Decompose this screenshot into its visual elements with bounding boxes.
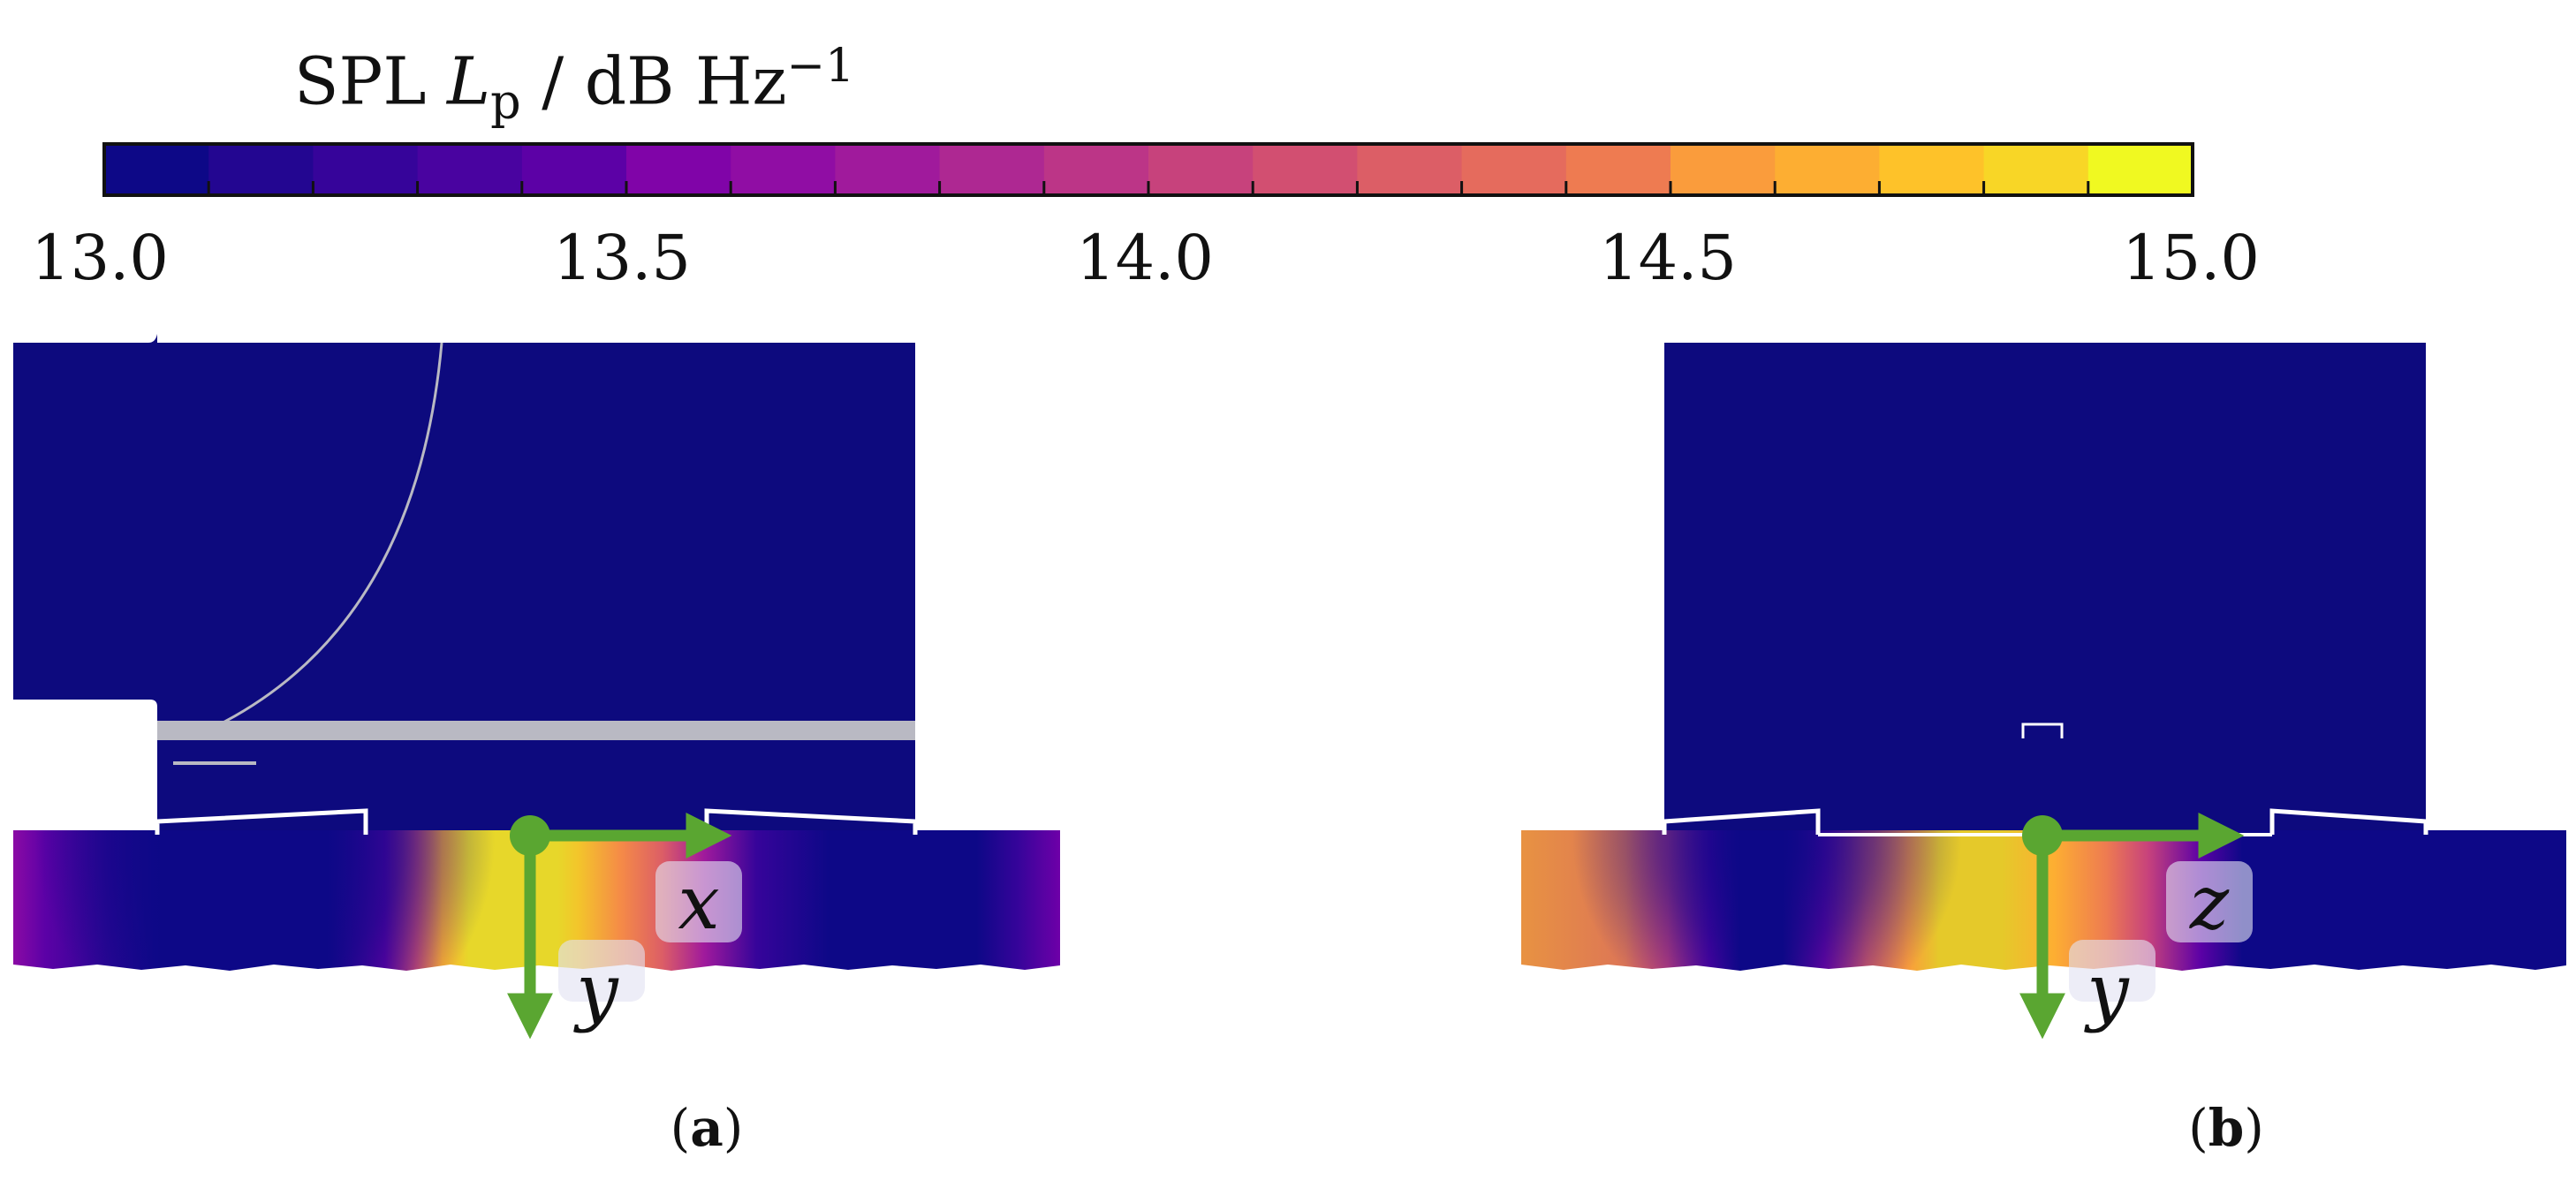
panel-b-caption: (b) (2188, 1098, 2264, 1158)
panel-a-axis-origin (510, 815, 550, 856)
panel-b-z-label-badge (2166, 861, 2253, 942)
colorbar-swatch (104, 144, 209, 195)
colorbar-swatch (1671, 144, 1776, 195)
colorbar-swatch (2087, 144, 2193, 195)
panel-a-x-label-badge (655, 861, 742, 942)
colorbar-swatch (208, 144, 314, 195)
panel-a (13, 334, 1060, 1040)
panel-b-probe-marker (2021, 723, 2064, 738)
colorbar-swatch (835, 144, 941, 195)
panel-a-probe-arc (201, 342, 443, 735)
panel-b-wall-left (1662, 808, 1821, 835)
colorbar-title-quantity: SPL (293, 43, 427, 120)
panel-b-axis-origin (2022, 815, 2063, 856)
colorbar-swatch (417, 144, 523, 195)
colorbar-swatch (313, 144, 419, 195)
colorbar-swatch (1357, 144, 1463, 195)
colorbar-tick-label: 14.5 (1599, 222, 1737, 294)
colorbar-swatch (1461, 144, 1567, 195)
panel-b-y-label: y (2087, 948, 2129, 1034)
panel-a-caption-letter: a (690, 1098, 724, 1158)
colorbar-swatch (731, 144, 836, 195)
panel-b-z-label: z (2189, 859, 2230, 946)
colorbar-title-exponent: −1 (786, 40, 855, 93)
colorbar-title-unit: / dB Hz (542, 43, 787, 120)
colorbar-swatch (1983, 144, 2089, 195)
colorbar-tick-label: 14.0 (1076, 222, 1214, 294)
panel-a-wall-left (155, 808, 368, 835)
colorbar-title: SPL Lp / dB Hz−1 (0, 26, 1148, 141)
colorbar-tick-label: 13.0 (31, 222, 169, 294)
colorbar-swatch (1043, 144, 1149, 195)
colorbar-swatch (626, 144, 731, 195)
panel-b-upper-domain (1664, 343, 2426, 830)
colorbar-swatch (1775, 144, 1880, 195)
panel-a-y-label: y (576, 948, 618, 1034)
colorbar-swatch (1565, 144, 1671, 195)
panel-b-wall-right (2269, 808, 2428, 835)
colorbar-swatch (1148, 144, 1254, 195)
panel-a-probe-bar (157, 721, 915, 740)
colorbar-title-subscript: p (490, 73, 521, 130)
colorbar-tick-label: 15.0 (2122, 222, 2260, 294)
panel-a-x-label: x (678, 859, 720, 946)
panel-b-y-label-badge (2069, 940, 2156, 1002)
colorbar (102, 142, 2194, 197)
panel-a-caption: (a) (670, 1098, 744, 1158)
colorbar-title-symbol: L (447, 43, 491, 120)
panel-a-upper-domain (13, 334, 915, 830)
colorbar-swatch (939, 144, 1045, 195)
panel-a-rough-edge (13, 965, 1060, 982)
colorbar-swatch (1879, 144, 1985, 195)
colorbar-swatch (1253, 144, 1358, 195)
colorbar-tick-label: 13.5 (553, 222, 691, 294)
panel-b-caption-letter: b (2208, 1098, 2245, 1158)
panel-a-y-label-badge (558, 940, 645, 1002)
panel-b (1521, 343, 2566, 1040)
colorbar-swatch (521, 144, 627, 195)
